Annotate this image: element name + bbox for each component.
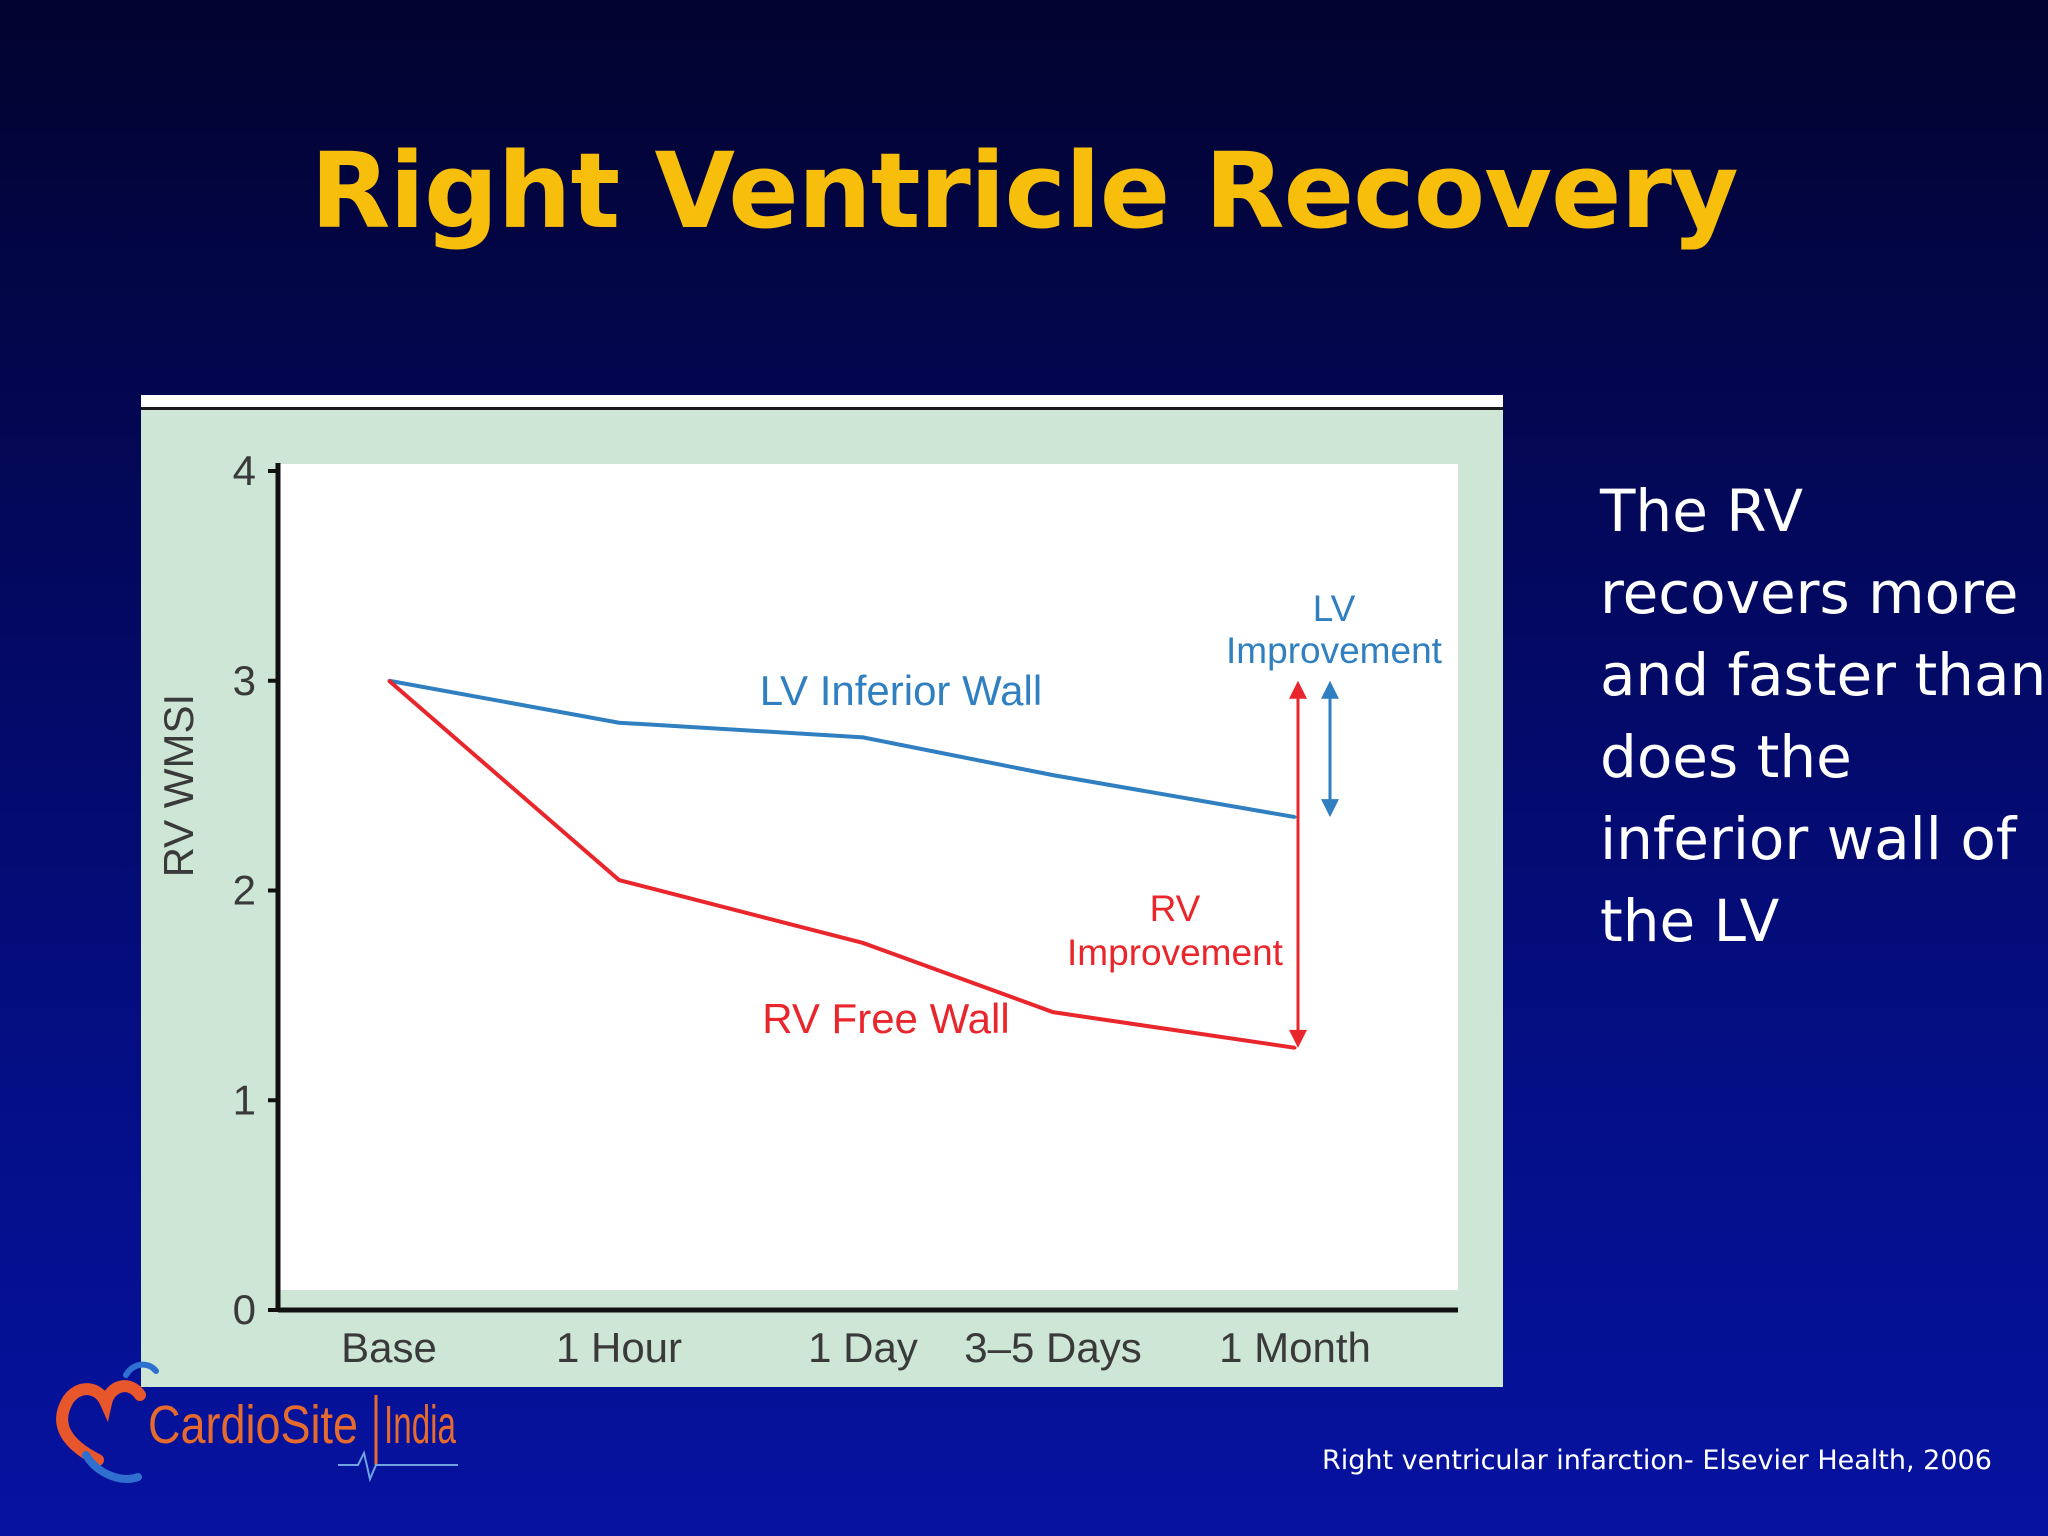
x-tick-label: 1 Day: [808, 1324, 918, 1371]
x-tick-label: Base: [341, 1324, 437, 1371]
series-label: LV Inferior Wall: [760, 667, 1042, 714]
data-point: [617, 878, 621, 882]
citation: Right ventricular infarction- Elsevier H…: [1322, 1445, 1992, 1476]
x-tick-label: 1 Hour: [556, 1324, 682, 1371]
annotation-label: LV: [1313, 588, 1356, 629]
side-text-line: and faster than: [1600, 641, 2047, 709]
rv-improvement-arrow-head-up: [1289, 680, 1307, 699]
side-text-line: inferior wall of: [1600, 805, 2017, 873]
plot-area: [278, 464, 1458, 1290]
svg-text:India: India: [384, 1395, 457, 1455]
x-tick-label: 3–5 Days: [964, 1324, 1141, 1371]
side-text-line: does the: [1600, 723, 1852, 791]
y-tick-label: 2: [233, 867, 256, 914]
y-tick-label: 1: [233, 1076, 256, 1123]
data-point: [387, 679, 391, 683]
y-axis-label: RV WMSI: [155, 694, 202, 878]
rv-improvement-arrow-head-down: [1289, 1029, 1307, 1048]
annotation-label: RV: [1150, 888, 1201, 929]
annotation-label: Improvement: [1067, 932, 1284, 973]
side-text-line: The RV: [1600, 477, 1804, 545]
x-tick-label: 1 Month: [1219, 1324, 1371, 1371]
slide-title: Right Ventricle Recovery: [310, 130, 1738, 252]
data-point: [1051, 1010, 1055, 1014]
data-point: [861, 735, 865, 739]
data-point: [617, 721, 621, 725]
lv-improvement-arrow-head-down: [1321, 799, 1339, 818]
lv-improvement-arrow-head-up: [1321, 680, 1339, 699]
side-description: The RV recovers more and faster than does t…: [1600, 470, 2047, 962]
series-label: RV Free Wall: [762, 995, 1009, 1042]
heart-icon: [56, 1361, 159, 1483]
cardiosite-logo: CardioSite India: [56, 1361, 458, 1483]
y-tick-label: 3: [233, 657, 256, 704]
annotation-label: Improvement: [1226, 630, 1443, 671]
y-tick-label: 0: [233, 1286, 256, 1333]
chart-figure: 0 1 2 3 4 RV WMSI Base 1 Hour 1 Day 3–5 Days 1 Mon…: [141, 395, 1503, 1387]
line-chart: 0 1 2 3 4 RV WMSI Base 1 Hour 1 Day 3–5 Days 1 Mon…: [155, 447, 1458, 1371]
data-point: [1293, 1046, 1297, 1050]
data-point: [1293, 815, 1297, 819]
side-text-line: recovers more: [1600, 559, 2019, 627]
svg-text:CardioSite: CardioSite: [148, 1395, 358, 1455]
data-point: [1051, 773, 1055, 777]
side-text-line: the LV: [1600, 887, 1780, 955]
y-tick-label: 4: [233, 447, 256, 494]
data-point: [861, 941, 865, 945]
